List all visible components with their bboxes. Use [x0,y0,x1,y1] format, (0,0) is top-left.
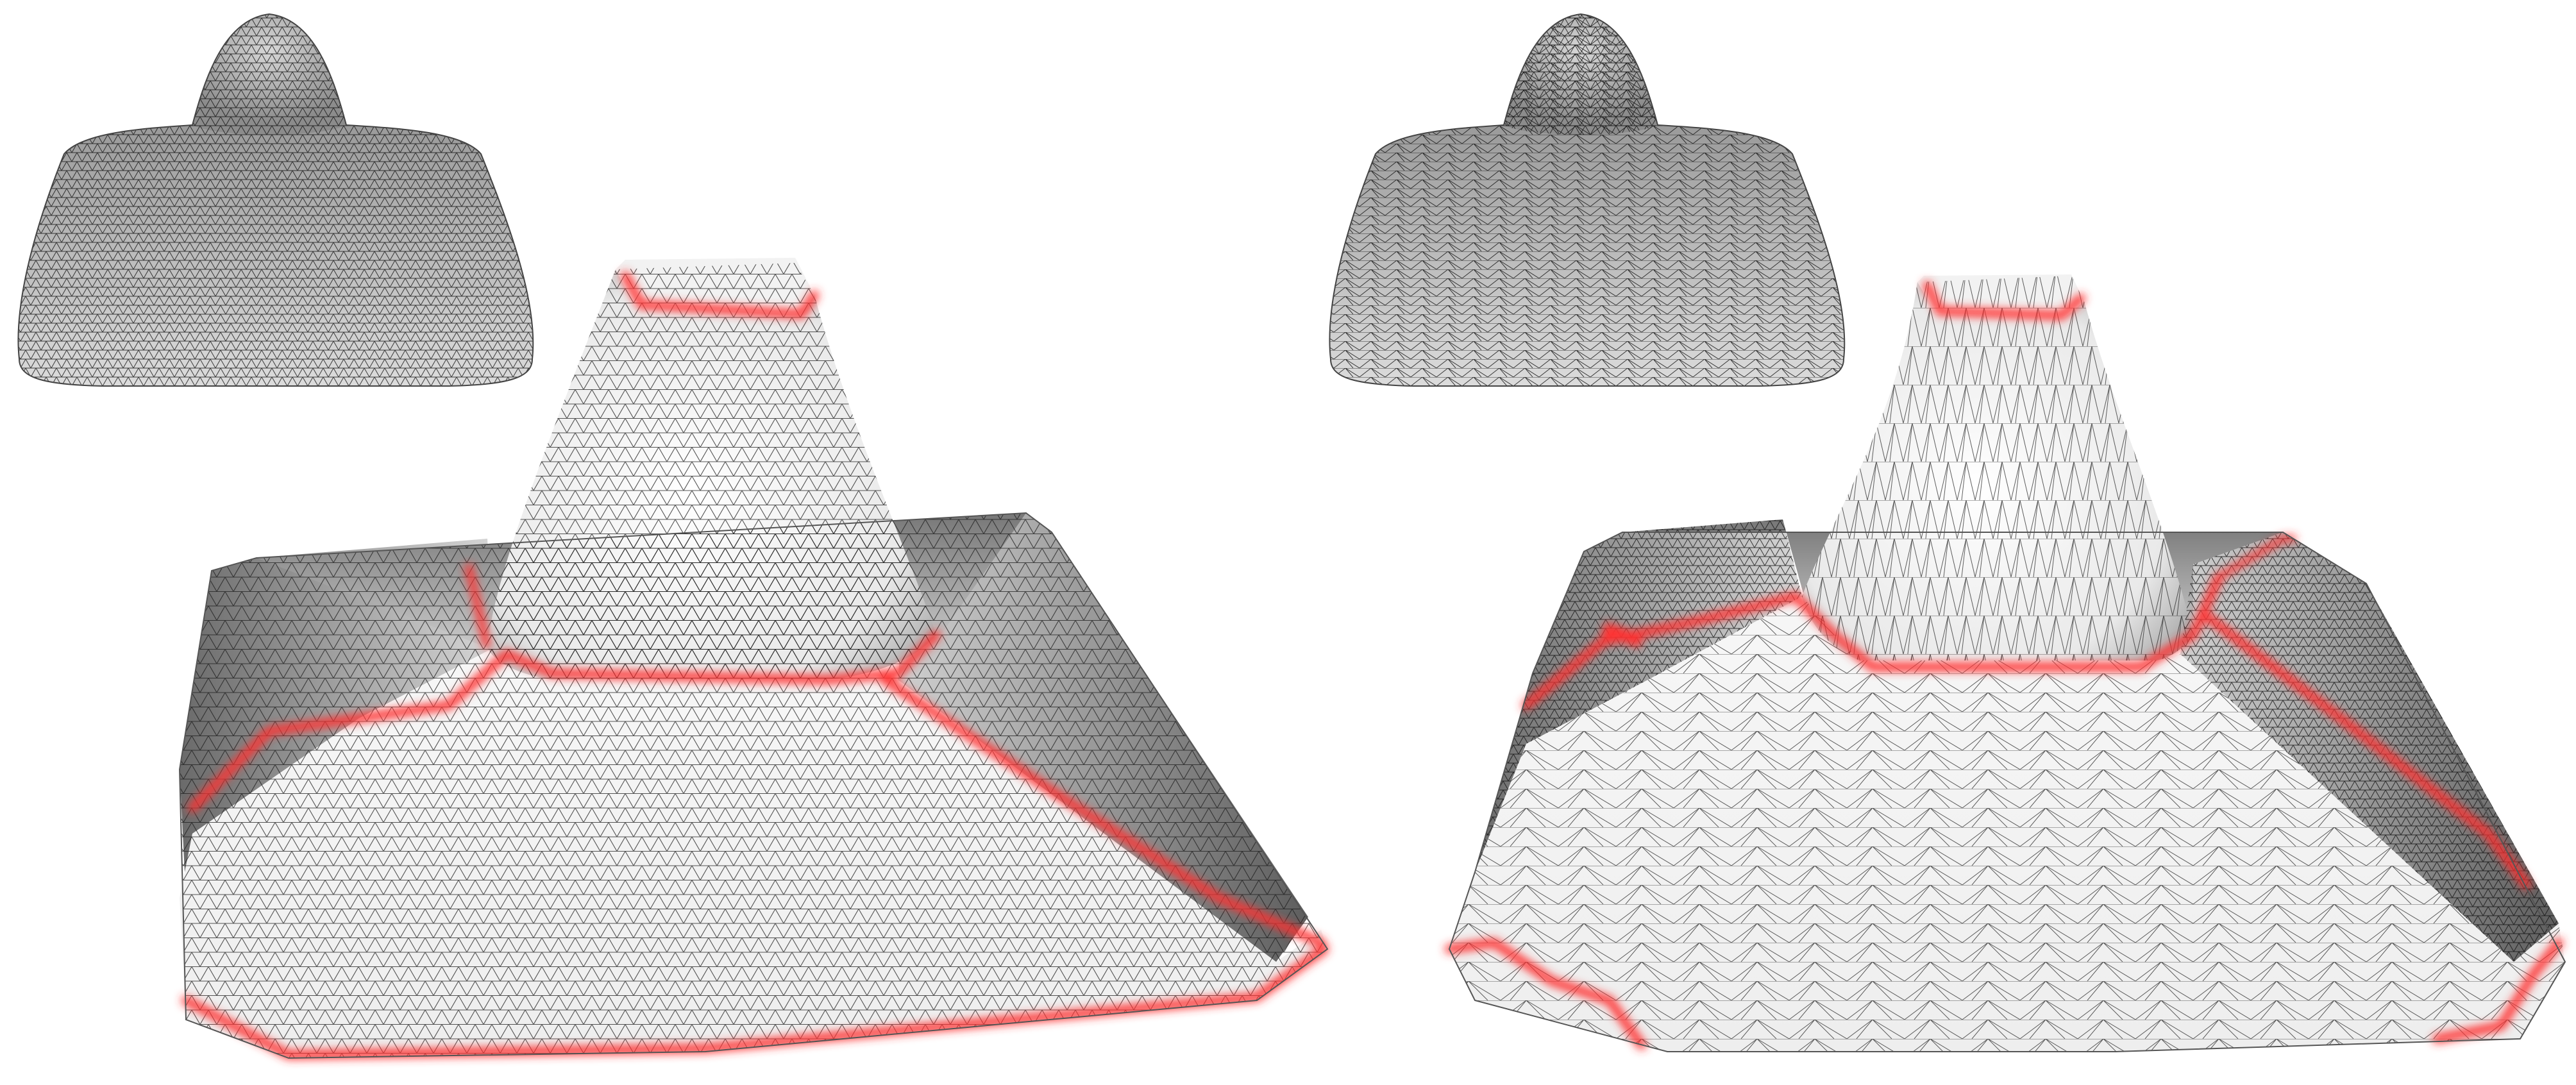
left-deformed-mesh [178,258,1329,1060]
right-thumbnail-mesh [1329,13,1846,387]
right-panel [1329,13,2566,1052]
right-deformed-mesh [1445,274,2566,1052]
left-thumbnail-mesh [17,13,534,387]
left-panel [17,13,1329,1060]
right-feature-lines [1445,281,2563,1050]
left-feature-lines [181,271,1329,1060]
